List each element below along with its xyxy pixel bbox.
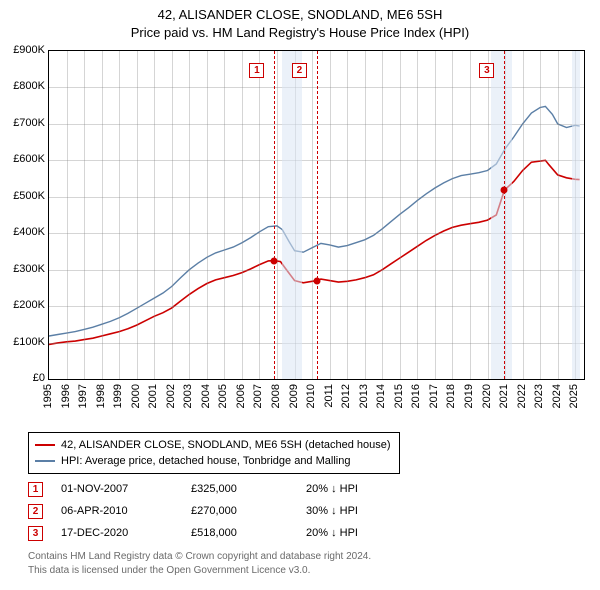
- event-price: £270,000: [191, 505, 306, 517]
- footer-line2: This data is licensed under the Open Gov…: [28, 564, 371, 578]
- x-axis-label: 2017: [428, 384, 440, 408]
- x-axis-label: 2019: [463, 384, 475, 408]
- sale-dot: [271, 257, 278, 264]
- x-axis-label: 2000: [130, 384, 142, 408]
- event-row: 3 17-DEC-2020£518,00020% ↓ HPI: [28, 522, 358, 544]
- x-axis-label: 2012: [340, 384, 352, 408]
- event-row-marker: 1: [28, 482, 43, 497]
- legend-label: HPI: Average price, detached house, Tonb…: [61, 455, 350, 467]
- footer-text: Contains HM Land Registry data © Crown c…: [28, 550, 371, 577]
- y-axis-label: £500K: [13, 190, 45, 202]
- legend-row: 42, ALISANDER CLOSE, SNODLAND, ME6 5SH (…: [35, 437, 391, 453]
- event-date: 06-APR-2010: [61, 505, 191, 517]
- sale-dot: [501, 187, 508, 194]
- x-axis-label: 2018: [445, 384, 457, 408]
- y-axis-label: £400K: [13, 226, 45, 238]
- x-axis-label: 2021: [498, 384, 510, 408]
- event-price: £325,000: [191, 483, 306, 495]
- chart-title: 42, ALISANDER CLOSE, SNODLAND, ME6 5SH P…: [0, 0, 600, 41]
- event-hpi: 30% ↓ HPI: [306, 505, 358, 517]
- x-axis-label: 2010: [305, 384, 317, 408]
- event-row-marker: 2: [28, 504, 43, 519]
- x-axis-label: 2003: [182, 384, 194, 408]
- y-axis-label: £200K: [13, 299, 45, 311]
- x-axis-label: 2013: [358, 384, 370, 408]
- x-axis-label: 2007: [252, 384, 264, 408]
- event-marker-1: 1: [249, 63, 264, 78]
- x-axis-label: 2022: [516, 384, 528, 408]
- event-date: 01-NOV-2007: [61, 483, 191, 495]
- event-row: 2 06-APR-2010£270,00030% ↓ HPI: [28, 500, 358, 522]
- x-axis-label: 2023: [533, 384, 545, 408]
- x-axis-label: 2014: [375, 384, 387, 408]
- event-row: 1 01-NOV-2007£325,00020% ↓ HPI: [28, 478, 358, 500]
- event-hpi: 20% ↓ HPI: [306, 527, 358, 539]
- y-axis-label: £0: [33, 372, 45, 384]
- legend-box: 42, ALISANDER CLOSE, SNODLAND, ME6 5SH (…: [28, 432, 400, 474]
- x-axis-label: 2015: [393, 384, 405, 408]
- title-line1: 42, ALISANDER CLOSE, SNODLAND, ME6 5SH: [0, 6, 600, 24]
- y-axis-label: £700K: [13, 117, 45, 129]
- y-axis-label: £900K: [13, 44, 45, 56]
- event-marker-2: 2: [292, 63, 307, 78]
- legend-label: 42, ALISANDER CLOSE, SNODLAND, ME6 5SH (…: [61, 439, 391, 451]
- events-table: 101-NOV-2007£325,00020% ↓ HPI206-APR-201…: [28, 478, 358, 544]
- x-axis-label: 2011: [323, 384, 335, 408]
- x-axis-label: 2025: [568, 384, 580, 408]
- event-marker-3: 3: [479, 63, 494, 78]
- x-axis-label: 2002: [165, 384, 177, 408]
- x-axis-label: 1995: [42, 384, 54, 408]
- x-axis-label: 1996: [60, 384, 72, 408]
- x-axis-label: 2020: [481, 384, 493, 408]
- event-row-marker: 3: [28, 526, 43, 541]
- y-axis-label: £100K: [13, 336, 45, 348]
- x-axis-label: 2024: [551, 384, 563, 408]
- y-axis-label: £800K: [13, 80, 45, 92]
- y-axis-label: £300K: [13, 263, 45, 275]
- event-price: £518,000: [191, 527, 306, 539]
- x-axis-label: 1999: [112, 384, 124, 408]
- event-date: 17-DEC-2020: [61, 527, 191, 539]
- x-axis-label: 2004: [200, 384, 212, 408]
- sale-dot: [313, 277, 320, 284]
- x-axis-label: 2001: [147, 384, 159, 408]
- x-axis-label: 2009: [288, 384, 300, 408]
- x-axis-label: 2006: [235, 384, 247, 408]
- y-axis-label: £600K: [13, 153, 45, 165]
- footer-line1: Contains HM Land Registry data © Crown c…: [28, 550, 371, 564]
- x-axis-label: 2005: [217, 384, 229, 408]
- legend-row: HPI: Average price, detached house, Tonb…: [35, 453, 391, 469]
- event-hpi: 20% ↓ HPI: [306, 483, 358, 495]
- x-axis-label: 2016: [410, 384, 422, 408]
- chart-plot-area: 1 2 3: [48, 50, 585, 380]
- x-axis-label: 2008: [270, 384, 282, 408]
- x-axis-label: 1998: [95, 384, 107, 408]
- x-axis-label: 1997: [77, 384, 89, 408]
- title-line2: Price paid vs. HM Land Registry's House …: [0, 24, 600, 42]
